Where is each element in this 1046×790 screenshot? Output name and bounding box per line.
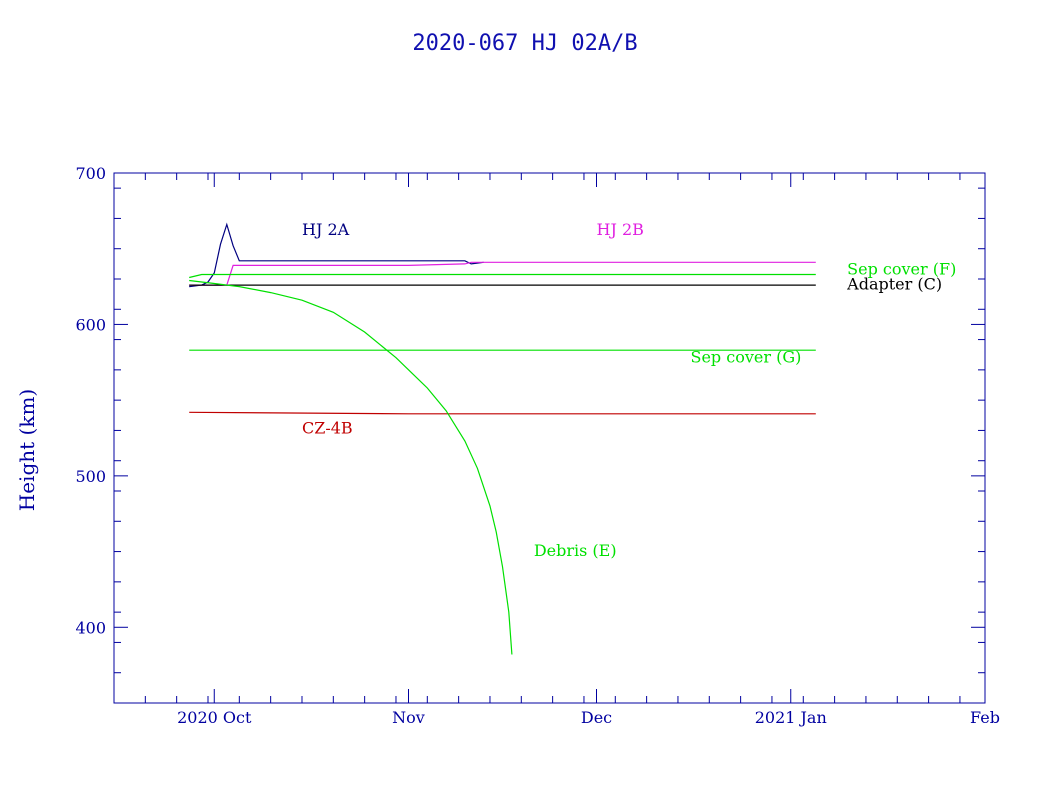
series-line-debris-e <box>189 279 513 655</box>
x-tick-label: Feb <box>970 708 1000 727</box>
label-cz-4b: CZ-4B <box>302 418 353 437</box>
x-tick-label: Dec <box>581 708 612 727</box>
x-tick-label: 2020 Oct <box>177 708 252 727</box>
chart-title: 2020-067 HJ 02A/B <box>412 31 637 56</box>
minor-ticks <box>114 173 985 704</box>
y-tick-label: 500 <box>75 467 106 486</box>
series-layer <box>189 222 816 655</box>
x-axis-ticks: 2020 Oct Nov Dec 2021 Jan Feb <box>177 173 1000 727</box>
label-hj-2b: HJ 2B <box>596 220 643 239</box>
y-axis-ticks: 400 500 600 700 <box>75 164 985 637</box>
label-sep-cover-g: Sep cover (G) <box>690 347 801 366</box>
y-axis-label: Height (km) <box>15 389 39 511</box>
label-adapter-c: Adapter (C) <box>846 275 942 294</box>
label-debris-e: Debris (E) <box>534 541 617 560</box>
plot-frame <box>113 172 986 704</box>
y-tick-label: 400 <box>75 618 106 637</box>
series-line-sep-cover-f <box>189 273 816 279</box>
y-tick-label: 700 <box>75 164 106 183</box>
series-line-hj-2b <box>189 261 816 286</box>
x-tick-label: 2021 Jan <box>755 708 827 727</box>
series-line-cz-4b <box>189 411 816 415</box>
y-tick-label: 600 <box>75 315 106 334</box>
label-sep-cover-f: Sep cover (F) <box>847 259 956 278</box>
series-line-hj-2a <box>189 222 484 288</box>
x-tick-label: Nov <box>392 708 425 727</box>
series-labels: HJ 2A HJ 2B Sep cover (F)Adapter (C) Sep co… <box>302 220 956 560</box>
label-hj-2a: HJ 2A <box>302 220 350 239</box>
